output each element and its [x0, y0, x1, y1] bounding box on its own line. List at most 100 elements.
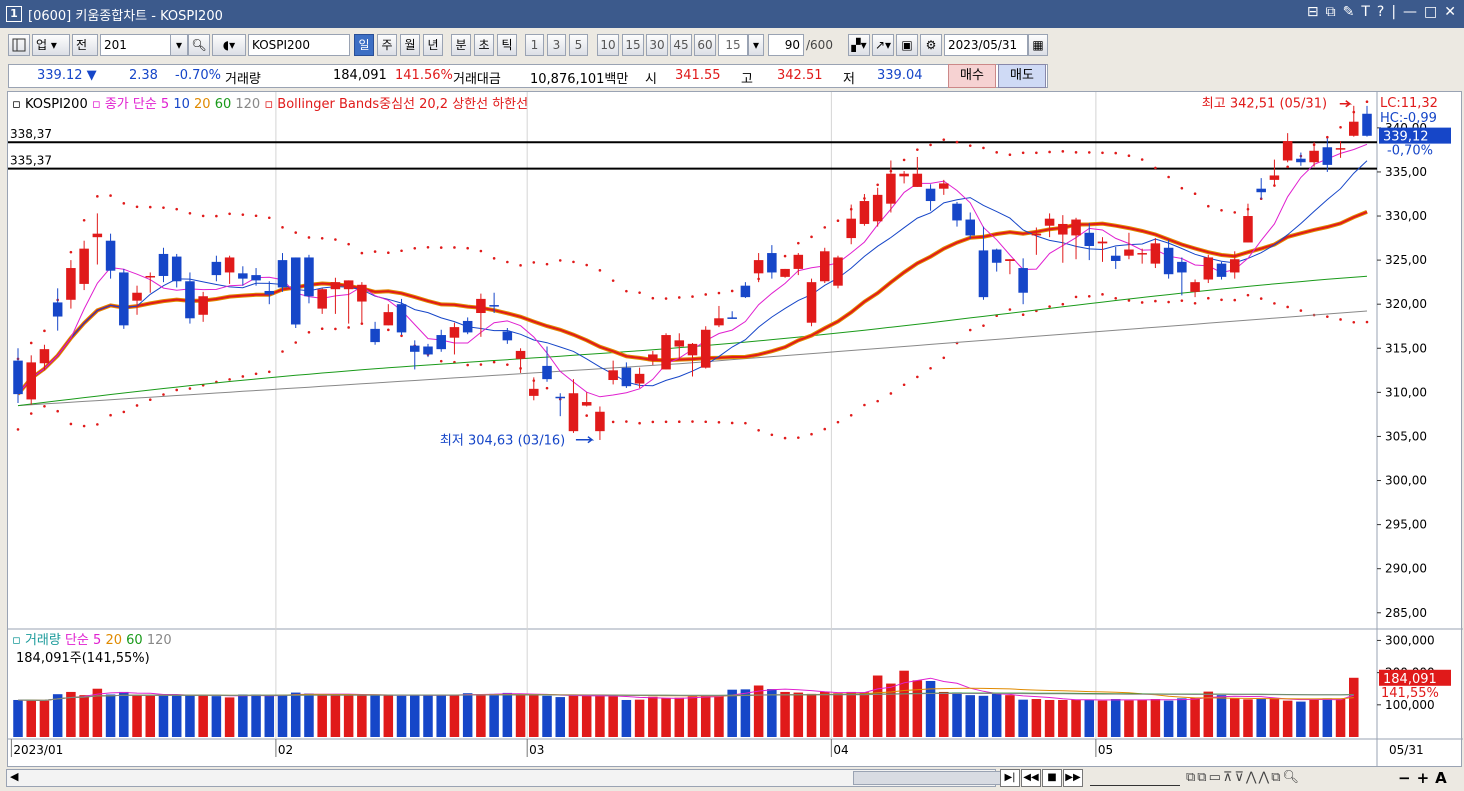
bb-lower-dot — [1048, 305, 1051, 308]
bb-upper-dot — [704, 293, 708, 296]
period-day[interactable]: 일 — [354, 34, 374, 56]
interval-3[interactable]: 3 — [547, 34, 566, 56]
candle-body — [238, 273, 248, 279]
buy-button[interactable]: 매수 — [948, 64, 996, 88]
panel-toggle-icon[interactable] — [8, 34, 30, 56]
forward-icon[interactable]: ▶▶ — [1063, 769, 1083, 787]
volume-bar — [251, 694, 261, 737]
bb-upper-dot — [1114, 151, 1118, 155]
draw-button[interactable]: ✎ — [1342, 4, 1355, 20]
date-input[interactable]: 2023/05/31 — [944, 34, 1028, 56]
candle-body — [1362, 113, 1372, 136]
volume-bar — [343, 695, 354, 737]
rewind-icon[interactable]: ◀◀ — [1021, 769, 1041, 787]
code-dropdown-icon[interactable]: ▾ — [170, 34, 188, 56]
interval-5[interactable]: 5 — [569, 34, 588, 56]
volume-bar — [370, 695, 380, 737]
minimize-button[interactable]: — — [1403, 4, 1418, 20]
interval-1[interactable]: 1 — [525, 34, 544, 56]
legend-item[interactable]: 60 — [126, 633, 147, 648]
bb-lower-dot — [294, 341, 298, 344]
interval-10[interactable]: 10 — [597, 34, 619, 56]
volume-bar — [476, 694, 486, 737]
volume-bar — [1071, 699, 1081, 737]
candle-body — [780, 268, 790, 277]
bb-upper-dot — [1220, 208, 1223, 212]
line-tool-icon[interactable]: ↗▾ — [872, 34, 894, 56]
last-date-label: 05/31 — [1389, 743, 1424, 757]
bb-lower-dot — [1114, 296, 1118, 300]
save-icon[interactable]: ▣ — [896, 34, 918, 56]
chart-area[interactable]: 2023/0102030405340,00335,00330,00325,003… — [7, 91, 1463, 768]
bb-lower-dot — [320, 327, 324, 331]
zoom-slider[interactable] — [1090, 770, 1180, 786]
help-button[interactable]: ? — [1376, 4, 1385, 20]
interval-30[interactable]: 30 — [646, 34, 668, 56]
low-arrow — [575, 436, 595, 444]
candle-body — [555, 396, 566, 399]
y-tick-label: 330,00 — [1385, 209, 1427, 223]
change-percent: -0.70% — [175, 68, 221, 83]
period-tick[interactable]: 틱 — [497, 34, 517, 56]
legend-item[interactable]: 단순 5 — [65, 633, 105, 648]
zoom-controls-icon[interactable]: −+A — [1398, 769, 1453, 787]
candle-body — [700, 329, 711, 368]
layout-button[interactable]: ⊟ — [1306, 4, 1319, 20]
legend-item[interactable]: 20 — [105, 633, 126, 648]
legend-item[interactable]: 120 — [235, 97, 264, 112]
close-button[interactable]: ✕ — [1444, 4, 1456, 20]
legend-item[interactable]: ▫ 종가 단순 5 — [92, 97, 173, 112]
legend-item[interactable]: 하한선 — [492, 97, 528, 112]
interval-60[interactable]: 60 — [694, 34, 716, 56]
period-minute[interactable]: 분 — [451, 34, 471, 56]
bb-lower-dot — [651, 420, 655, 424]
legend-item[interactable]: 20 — [194, 97, 215, 112]
legend-item[interactable]: 60 — [215, 97, 236, 112]
search-icon[interactable]: 🔍︎ — [188, 34, 210, 56]
count-input[interactable]: 90 — [768, 34, 804, 56]
legend-item[interactable]: 10 — [173, 97, 194, 112]
legend-item[interactable]: ▫ KOSPI200 — [12, 97, 92, 112]
legend-item[interactable]: 상한선 — [452, 97, 492, 112]
period-month[interactable]: 월 — [400, 34, 420, 56]
prev-button[interactable]: 전 — [72, 34, 98, 56]
interval-value[interactable]: 15 — [718, 34, 748, 56]
y-tick-label: 300,00 — [1385, 474, 1427, 488]
volume-bar — [991, 693, 1002, 737]
interval-dropdown-icon[interactable]: ▾ — [748, 34, 764, 56]
play-icon[interactable]: ▶| — [1000, 769, 1020, 787]
candle-type-icon[interactable]: ▞▾ — [848, 34, 870, 56]
volume-bar — [753, 685, 764, 737]
candle-body — [767, 253, 777, 273]
bb-lower-dot — [783, 436, 787, 440]
font-button[interactable]: T — [1361, 4, 1370, 20]
market-select[interactable]: 업 ▾ — [32, 34, 70, 56]
price-chart[interactable]: 2023/0102030405340,00335,00330,00325,003… — [8, 92, 1463, 768]
sell-button[interactable]: 매도 — [998, 64, 1046, 88]
scroll-thumb[interactable] — [853, 771, 1001, 785]
period-year[interactable]: 년 — [423, 34, 443, 56]
drawing-tools-icon[interactable]: ⧉⧉▭⊼⊽⋀⋀⧉🔍︎ — [1186, 770, 1301, 785]
volume-bar — [727, 689, 737, 737]
volume-bar — [198, 695, 208, 737]
maximize-button[interactable]: □ — [1424, 4, 1438, 20]
gear-icon[interactable]: ⚙ — [920, 34, 942, 56]
bb-lower-dot — [929, 366, 932, 370]
calendar-icon[interactable]: ▦ — [1028, 34, 1048, 56]
float-button[interactable]: ⧉ — [1325, 4, 1336, 20]
interval-45[interactable]: 45 — [670, 34, 692, 56]
legend-item[interactable]: ▫ 거래량 — [12, 633, 65, 648]
scroll-left-icon[interactable]: ◀ — [10, 770, 19, 783]
legend-item[interactable]: ▫ Bollinger Bands중심선 20,2 — [264, 97, 452, 112]
interval-15[interactable]: 15 — [622, 34, 644, 56]
horizontal-scrollbar[interactable]: ◀ — [6, 769, 1001, 787]
legend-item[interactable]: 120 — [147, 633, 172, 648]
period-week[interactable]: 주 — [377, 34, 397, 56]
stop-icon[interactable]: ■ — [1042, 769, 1062, 787]
code-input[interactable]: 201 — [100, 34, 172, 56]
candle-body — [978, 250, 989, 298]
speaker-icon[interactable]: ◖▾ — [212, 34, 246, 56]
period-second[interactable]: 초 — [474, 34, 494, 56]
volume-bar — [1282, 700, 1293, 737]
volume-bar — [1031, 699, 1042, 737]
